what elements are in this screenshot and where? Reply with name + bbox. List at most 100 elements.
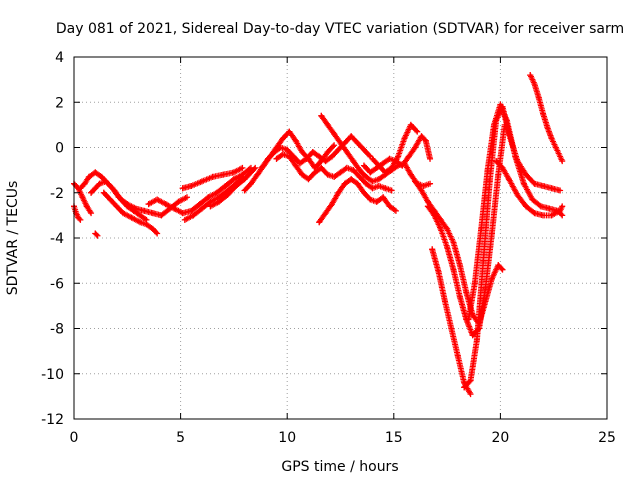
data-point: [77, 216, 84, 223]
chart-title: Day 081 of 2021, Sidereal Day-to-day VTE…: [56, 21, 624, 37]
data-point: [418, 133, 425, 140]
data-point: [279, 151, 286, 158]
x-tick-label: 25: [598, 430, 616, 446]
data-point: [444, 244, 451, 251]
data-point: [369, 185, 376, 192]
data-point: [137, 212, 144, 219]
data-point: [341, 180, 348, 187]
data-point: [435, 268, 442, 275]
data-point: [137, 219, 144, 226]
x-tick-label: 5: [176, 430, 185, 446]
data-point: [375, 182, 382, 189]
series-arc-05: [100, 189, 161, 237]
data-point: [395, 153, 402, 160]
data-point: [324, 121, 331, 128]
data-point: [132, 205, 139, 212]
data-point: [254, 171, 261, 178]
data-point: [514, 192, 521, 199]
data-point: [559, 203, 566, 210]
data-point: [356, 173, 363, 180]
data-point: [544, 124, 551, 131]
data-point: [83, 203, 90, 210]
data-point: [279, 135, 286, 142]
data-point: [252, 164, 259, 171]
data-point: [224, 192, 231, 199]
data-point: [401, 135, 408, 142]
series-arc-20: [429, 246, 474, 398]
data-point: [299, 149, 306, 156]
data-point: [348, 133, 355, 140]
data-point: [205, 194, 212, 201]
series-arc-04: [88, 178, 190, 219]
data-point: [247, 169, 254, 176]
data-point: [120, 210, 127, 217]
data-point: [467, 377, 474, 384]
data-point: [503, 117, 510, 124]
data-point: [324, 149, 331, 156]
data-point: [318, 112, 325, 119]
data-point: [328, 153, 335, 160]
data-point: [493, 158, 500, 165]
y-tick-label: -4: [50, 231, 64, 247]
y-tick-label: -10: [41, 367, 64, 383]
data-point: [422, 137, 429, 144]
data-point: [158, 212, 165, 219]
x-tick-label: 15: [385, 430, 403, 446]
data-point: [271, 149, 278, 156]
data-point: [418, 187, 425, 194]
data-point: [109, 185, 116, 192]
data-point: [429, 246, 436, 253]
data-point: [220, 171, 227, 178]
data-point: [531, 180, 538, 187]
data-point: [354, 180, 361, 187]
data-point: [190, 212, 197, 219]
data-point: [247, 180, 254, 187]
data-point: [531, 81, 538, 88]
data-point: [548, 135, 555, 142]
series-arc-10: [207, 164, 259, 210]
data-point: [188, 207, 195, 214]
data-point: [335, 146, 342, 153]
data-point: [478, 225, 485, 232]
data-point: [337, 139, 344, 146]
series-arc-23: [493, 158, 566, 219]
data-point: [343, 149, 350, 156]
data-point: [335, 189, 342, 196]
data-point: [473, 336, 480, 343]
data-point: [292, 137, 299, 144]
data-point: [316, 153, 323, 160]
data-point: [360, 146, 367, 153]
data-point: [88, 210, 95, 217]
data-point: [322, 210, 329, 217]
data-point: [499, 164, 506, 171]
data-point: [322, 158, 329, 165]
data-point: [491, 121, 498, 128]
y-tick-label: 4: [55, 50, 64, 66]
data-point: [427, 155, 434, 162]
data-point: [296, 160, 303, 167]
data-point: [141, 207, 148, 214]
data-point: [149, 225, 156, 232]
data-point: [181, 216, 188, 223]
data-point: [360, 189, 367, 196]
data-point: [239, 164, 246, 171]
data-point: [356, 167, 363, 174]
data-point: [559, 212, 566, 219]
data-point: [495, 171, 502, 178]
x-tick-label: 10: [278, 430, 296, 446]
data-point: [154, 196, 161, 203]
data-point: [286, 128, 293, 135]
data-point: [233, 182, 240, 189]
data-point: [284, 146, 291, 153]
data-point: [557, 187, 564, 194]
data-point: [529, 196, 536, 203]
x-tick-label: 20: [491, 430, 509, 446]
data-point: [81, 180, 88, 187]
data-point: [375, 162, 382, 169]
data-point: [363, 180, 370, 187]
data-point: [424, 203, 431, 210]
data-point: [350, 158, 357, 165]
data-point: [311, 169, 318, 176]
